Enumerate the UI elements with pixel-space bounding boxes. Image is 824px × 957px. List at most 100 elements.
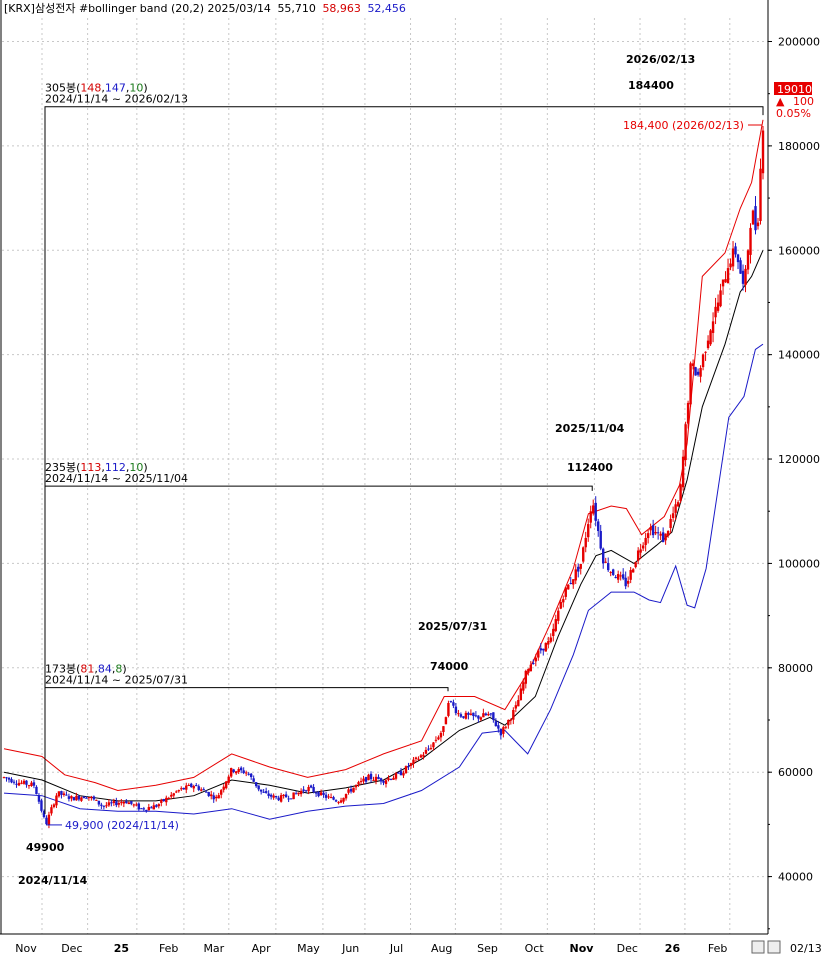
candle-body [611,569,615,575]
candle-body [681,456,685,488]
x-tick-label: Nov [15,942,37,955]
candle-body [167,797,170,799]
y-tick-label: 100000 [778,557,820,570]
candle-body [417,758,420,760]
candle-body [509,719,513,721]
candle-body [77,795,81,800]
header-upper: 58,963 [322,2,361,15]
range-bars-part: 305봉 [45,82,76,95]
candle-body [469,713,473,715]
candle-body [220,790,223,795]
candle-body [67,796,71,799]
candle-body [332,797,335,800]
range-box [44,106,764,814]
candle-body [327,796,330,798]
candle-body [527,669,530,673]
range-box [44,687,449,814]
chart-header: [KRX]삼성전자 #bollinger band (20,2) 2025/03… [4,2,406,15]
candle-body [15,783,18,785]
range-bars-part: 112 [105,461,126,474]
candle-body [267,793,270,796]
peak-date-label: 2026/02/13 [626,53,695,66]
range-annotations: 305봉(148,147,10)2024/11/14 ~ 2026/02/131… [18,53,764,887]
candle-body [352,787,355,793]
candle-body [552,628,555,636]
candle-body [624,577,627,587]
candle-body [419,755,423,758]
candle-body [95,799,98,801]
candle-body [459,714,463,717]
range-bars-part: , [112,663,116,676]
candle-body [5,777,8,779]
range-bars-part: 10 [129,461,143,474]
candle-body [180,788,183,790]
candle-body [162,799,165,802]
candle-body [519,688,523,701]
candle-body [22,780,26,784]
x-tick-label: May [297,942,320,955]
candle-body [439,732,443,738]
candle-body [517,700,520,707]
candle-body [349,788,353,792]
y-tick-label: 140000 [778,349,820,362]
candle-body [264,791,268,793]
candle-body [726,268,730,284]
candle-body [534,657,537,662]
candle-body [60,791,63,795]
range-bars-part: 235봉 [45,461,76,474]
candle-body [467,712,470,715]
candle-body [324,794,328,798]
candle-body [739,260,742,274]
x-tick-label: Mar [203,942,224,955]
candle-body [135,804,138,806]
candle-body [362,778,365,782]
last-date-label: 02/13 [790,942,822,955]
candle-body [287,798,290,800]
candle-body [402,772,405,776]
candle-body [120,802,123,804]
candle-body [374,776,378,782]
candle-body [237,768,240,772]
range-dates-label: 2024/11/14 ~ 2025/11/04 [45,472,188,485]
candle-body [155,805,158,807]
candle-body [232,769,235,772]
candle-body [50,807,53,814]
candle-body [594,502,597,521]
candle-body [542,648,545,651]
candle-body [225,781,228,789]
candle-body [651,525,655,536]
candle-body [584,537,587,548]
range-bars-label: 235봉(113,112,10) [45,461,148,474]
candle-body [259,789,263,792]
candle-body [424,749,428,754]
candle-body [160,800,163,803]
candle-body [377,776,380,779]
candle-body [307,786,310,792]
candle-body [474,715,478,717]
candle-body [157,804,160,807]
candle-body [447,702,450,716]
candle-body [669,518,672,529]
candle-body [150,807,153,809]
candle-body [192,786,195,789]
candle-body [122,801,126,804]
candle-body [254,782,258,787]
range-box [44,485,593,814]
candle-body [759,168,762,222]
candle-body [127,802,131,805]
candle-body [659,533,662,536]
candle-body [364,777,368,782]
candle-body [497,725,500,729]
candle-body [414,757,418,759]
candle-body [502,727,505,734]
candle-body [140,808,143,810]
x-tick-label: Apr [252,942,272,955]
candle-body [696,371,700,375]
candle-body [649,526,652,531]
range-bars-part: 10 [129,82,143,95]
candle-body [230,768,233,777]
range-bars-part: 8 [115,663,122,676]
candle-body [691,363,695,366]
candle-body [359,781,363,783]
